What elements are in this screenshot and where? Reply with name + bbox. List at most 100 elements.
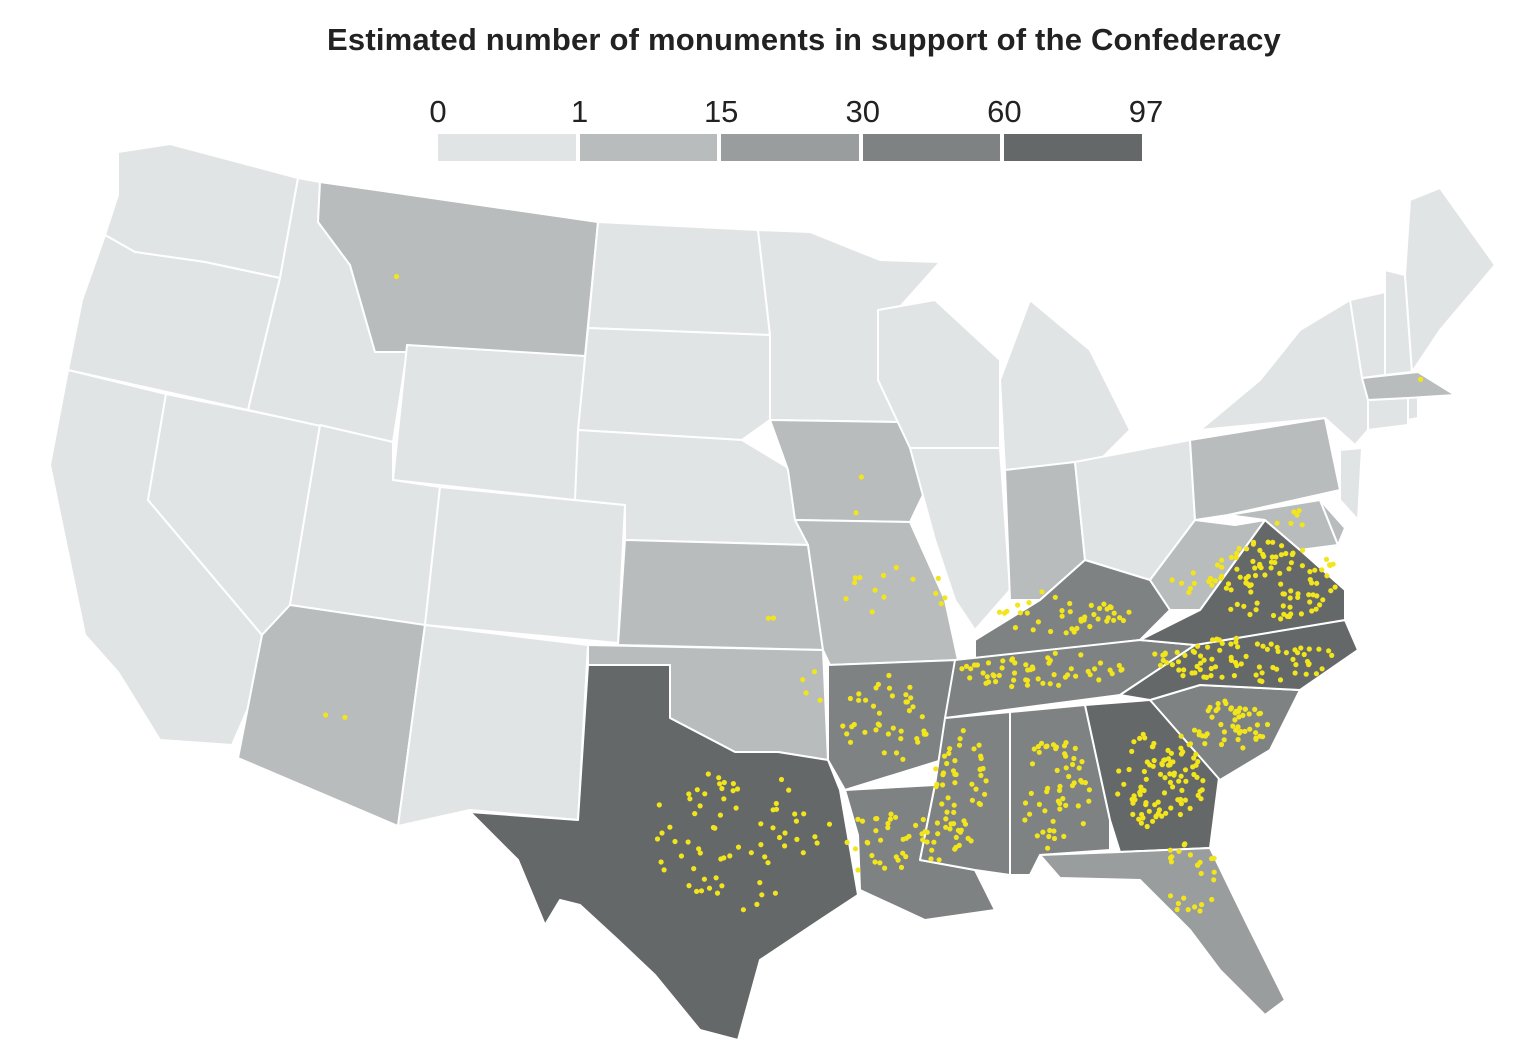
monument-dot — [952, 780, 958, 786]
monument-dot — [1191, 727, 1198, 733]
monument-dot — [903, 699, 909, 705]
monument-dot — [840, 723, 846, 729]
monument-dot — [1243, 653, 1249, 660]
monument-dot — [977, 801, 984, 808]
monument-dot — [851, 721, 857, 728]
monument-dot — [1291, 509, 1297, 515]
monument-dot — [1072, 745, 1078, 752]
monument-dot — [1095, 616, 1101, 622]
monument-dot — [748, 850, 754, 856]
monument-dot — [1040, 680, 1046, 686]
monument-dot — [947, 826, 953, 832]
monument-dot — [733, 805, 739, 811]
monument-dot — [933, 590, 939, 597]
monument-dot — [1253, 607, 1259, 613]
legend-tick-5: 97 — [1128, 94, 1164, 129]
monument-dot — [1248, 589, 1254, 595]
monument-dot — [1082, 614, 1088, 620]
monument-dot — [942, 595, 948, 601]
monument-dot — [920, 837, 926, 843]
monument-dot — [1268, 559, 1274, 565]
state-maine — [1404, 187, 1496, 373]
monument-dot — [1327, 562, 1333, 568]
monument-dot — [872, 587, 878, 593]
monument-dot — [999, 665, 1005, 671]
monument-dot — [1073, 673, 1079, 679]
state-wyoming — [392, 344, 586, 501]
monument-dot — [1279, 543, 1285, 549]
monument-dot — [1237, 705, 1243, 711]
monument-dot — [1024, 677, 1031, 684]
monument-dot — [1234, 566, 1240, 572]
monument-dot — [1268, 565, 1274, 571]
monument-dot — [1063, 765, 1069, 771]
monument-dot — [914, 736, 920, 742]
monument-dot — [1000, 658, 1006, 664]
monument-dot — [1011, 670, 1018, 676]
monument-dot — [794, 836, 800, 843]
monument-dot — [735, 844, 742, 850]
monument-dot — [1035, 676, 1041, 682]
monument-dot — [1157, 662, 1164, 668]
monument-dot — [982, 791, 988, 797]
monument-dot — [959, 666, 965, 672]
monument-dot — [1329, 652, 1335, 659]
monument-dot — [1078, 652, 1084, 658]
monument-dot — [1332, 584, 1338, 590]
monument-dot — [1247, 726, 1253, 732]
monument-dot — [1061, 743, 1068, 749]
monument-dot — [654, 836, 661, 842]
monument-dot — [719, 883, 725, 889]
monument-dot — [1236, 714, 1242, 720]
monument-dot — [935, 575, 941, 582]
monument-dot — [928, 856, 934, 862]
monument-dot — [859, 818, 866, 824]
monument-dot — [957, 736, 963, 742]
monument-dot — [1213, 707, 1219, 714]
monument-dot — [1247, 583, 1253, 589]
monument-dot — [887, 816, 894, 822]
monument-dot — [1070, 761, 1076, 768]
monument-dot — [1051, 835, 1058, 842]
monument-dot — [1193, 751, 1199, 757]
monument-dot — [1126, 766, 1132, 773]
monument-dot — [898, 864, 905, 871]
monument-dot — [1203, 674, 1210, 681]
monument-dot — [1253, 672, 1259, 678]
monument-dot — [1069, 783, 1076, 789]
monument-dot — [817, 697, 823, 703]
monument-dot — [1152, 651, 1158, 657]
monument-dot — [888, 811, 894, 817]
monument-dot — [1228, 554, 1234, 561]
monument-dot — [946, 750, 952, 757]
monument-dot — [1254, 722, 1260, 728]
monument-dot — [1130, 811, 1136, 818]
monument-dot — [1025, 667, 1031, 673]
state-rhode-island — [1407, 395, 1419, 421]
monument-dot — [877, 860, 883, 866]
monument-dot — [1009, 657, 1015, 663]
monument-dot — [1152, 802, 1158, 808]
monument-dot — [952, 758, 958, 764]
monument-dot — [1001, 610, 1008, 616]
monument-dot — [727, 853, 733, 859]
monument-dot — [1275, 648, 1281, 655]
monument-dot — [1235, 644, 1241, 650]
state-north-dakota — [587, 221, 771, 336]
monument-dot — [873, 816, 879, 822]
monument-dot — [978, 772, 984, 779]
monument-dot — [1022, 800, 1029, 806]
state-new-mexico — [397, 624, 589, 827]
monument-dot — [993, 679, 999, 685]
monument-dot — [686, 791, 692, 797]
monument-dot — [973, 786, 979, 792]
monument-dot — [667, 824, 673, 830]
monument-dot — [1141, 768, 1147, 775]
monument-dot — [1228, 606, 1234, 612]
monument-dot — [656, 802, 662, 808]
monument-dot — [800, 677, 806, 683]
monument-dot — [1246, 711, 1252, 717]
monument-dot — [1170, 784, 1176, 790]
monument-dot — [1137, 735, 1143, 742]
monument-dot — [1143, 802, 1149, 808]
